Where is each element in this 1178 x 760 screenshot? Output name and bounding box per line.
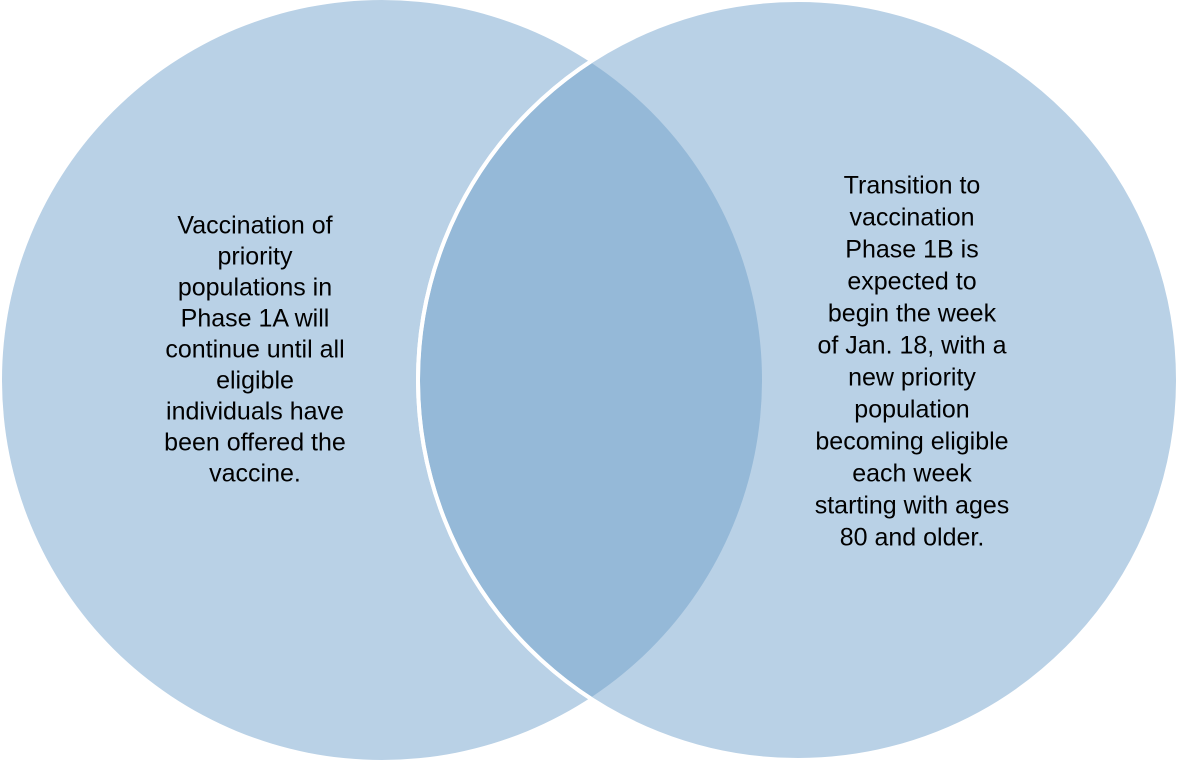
circle-text-line: vaccine. [209, 460, 301, 488]
circle-text-line: starting with ages [815, 492, 1010, 520]
circle-text-line: of Jan. 18, with a [817, 332, 1006, 360]
circle-text-line: continue until all [165, 336, 344, 364]
circle-text-line: expected to [847, 268, 976, 296]
circle-text-line: each week [852, 460, 972, 488]
circle-text-line: eligible [216, 367, 294, 395]
circle-text-line: 80 and older. [840, 524, 985, 552]
circle-text-line: becoming eligible [815, 428, 1008, 456]
circle-text-line: population [854, 396, 969, 424]
overlap [420, 2, 762, 758]
circle-text-line: Phase 1A will [181, 305, 330, 333]
circle-text-line: populations in [178, 274, 332, 302]
overlap-edge [416, 0, 762, 760]
circle-text-line: new priority [848, 364, 976, 392]
circle-text-line: begin the week [828, 300, 997, 328]
circle-text-line: Phase 1B is [845, 236, 978, 264]
circle-text-line: Vaccination of [177, 212, 332, 240]
circle-text-line: been offered the [164, 429, 346, 457]
circle-text-line: priority [217, 243, 293, 271]
circle-text-line: Transition to [844, 172, 981, 200]
circle-text-line: individuals have [166, 398, 344, 426]
circle-text-line: vaccination [849, 204, 974, 232]
